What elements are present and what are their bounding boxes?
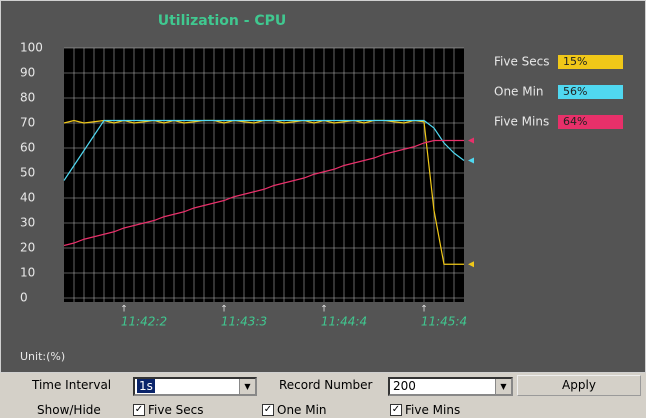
- series-line: [63, 139, 464, 247]
- legend-name: Five Secs: [494, 55, 550, 69]
- y-tick-label: 20: [20, 241, 35, 255]
- checkbox-label: One Min: [277, 403, 327, 417]
- y-tick-label: 30: [20, 216, 35, 230]
- checkbox[interactable]: ✓: [262, 404, 274, 416]
- legend-name: One Min: [494, 85, 544, 99]
- unit-label: Unit:(%): [20, 350, 65, 363]
- x-tick-arrow: ↑: [120, 305, 128, 315]
- legend-value: 15%: [563, 55, 587, 68]
- checkbox-label: Five Mins: [405, 403, 461, 417]
- label: Record Number: [279, 378, 373, 392]
- y-tick-label: 0: [20, 291, 28, 305]
- record-number-select[interactable]: 200 ▼: [388, 377, 513, 396]
- y-tick-label: 90: [20, 66, 35, 80]
- y-tick-label: 100: [20, 41, 43, 55]
- chart: Utilization - CPU Unit:(%) 0 10 20 30 40 50 60…: [0, 0, 646, 373]
- y-tick-label: 80: [20, 91, 35, 105]
- x-tick-label: 11:43:3: [221, 315, 267, 329]
- legend-value: 64%: [563, 115, 587, 128]
- select-value: 1s: [137, 379, 155, 393]
- x-tick-arrow: ↑: [320, 305, 328, 315]
- y-tick-label: 50: [20, 166, 35, 180]
- checkbox[interactable]: ✓: [390, 404, 402, 416]
- legend-value-box: [558, 85, 623, 99]
- y-tick-label: 70: [20, 116, 35, 130]
- legend-value-box: [558, 115, 623, 129]
- x-tick-arrow: ↑: [220, 305, 228, 315]
- label: Time Interval: [32, 378, 112, 392]
- label: Show/Hide: [37, 403, 101, 417]
- legend-value-box: [558, 55, 623, 69]
- end-marker: [468, 261, 474, 268]
- y-tick-label: 10: [20, 266, 35, 280]
- select-value: 200: [393, 379, 416, 393]
- y-tick-label: 40: [20, 191, 35, 205]
- apply-button[interactable]: Apply: [517, 375, 641, 396]
- series-line: [63, 119, 465, 181]
- dropdown-arrow: ▼: [495, 379, 511, 394]
- checkbox[interactable]: ✓: [133, 404, 145, 416]
- x-tick-arrow: ↑: [420, 305, 428, 315]
- legend-value: 56%: [563, 85, 587, 98]
- end-marker: [468, 157, 474, 164]
- x-tick-label: 11:42:2: [121, 315, 167, 329]
- chart-title: Utilization - CPU: [158, 13, 287, 29]
- x-tick-label: 11:44:4: [321, 315, 367, 329]
- dropdown-arrow: ▼: [239, 379, 255, 394]
- vertical-grid: [73, 48, 455, 302]
- checkbox-label: Five Secs: [148, 403, 204, 417]
- time-interval-select[interactable]: 1s ▼: [133, 377, 257, 396]
- x-tick-label: 11:45:4: [421, 315, 467, 329]
- y-tick-label: 60: [20, 141, 35, 155]
- legend-name: Five Mins: [494, 115, 549, 129]
- end-marker: [468, 137, 474, 144]
